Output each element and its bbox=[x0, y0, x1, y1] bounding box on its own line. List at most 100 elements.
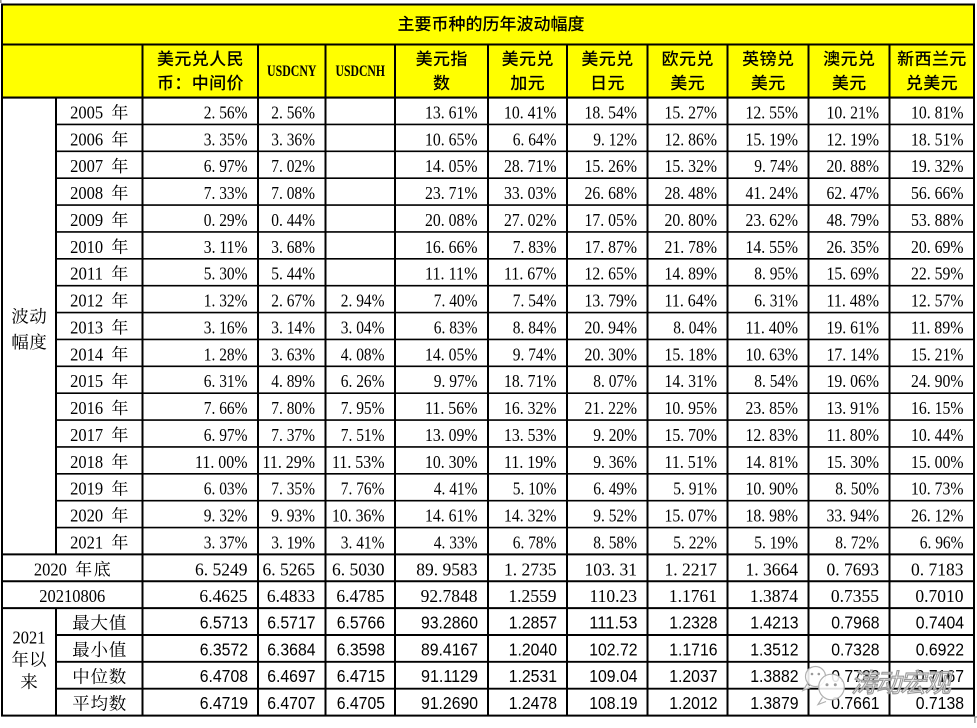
svg-text:11. 67%: 11. 67% bbox=[504, 264, 557, 284]
svg-text:2013: 2013 bbox=[70, 317, 103, 337]
svg-text:1.2328: 1.2328 bbox=[669, 612, 717, 632]
svg-text:0. 29%: 0. 29% bbox=[204, 210, 248, 230]
svg-text:9. 93%: 9. 93% bbox=[271, 506, 315, 526]
svg-text:13. 61%: 13. 61% bbox=[425, 102, 478, 122]
svg-text:56. 66%: 56. 66% bbox=[911, 183, 964, 203]
svg-text:3. 63%: 3. 63% bbox=[271, 344, 315, 364]
svg-text:2007: 2007 bbox=[70, 156, 103, 176]
svg-text:3. 68%: 3. 68% bbox=[271, 237, 315, 257]
svg-text:6.3572: 6.3572 bbox=[200, 639, 248, 659]
svg-text:6. 49%: 6. 49% bbox=[593, 479, 637, 499]
svg-text:10. 36%: 10. 36% bbox=[332, 506, 385, 526]
svg-text:7. 40%: 7. 40% bbox=[434, 291, 478, 311]
svg-text:16. 66%: 16. 66% bbox=[425, 237, 478, 257]
svg-text:16. 15%: 16. 15% bbox=[911, 398, 964, 418]
svg-text:3. 16%: 3. 16% bbox=[204, 317, 248, 337]
svg-text:0. 7693: 0. 7693 bbox=[827, 559, 880, 579]
svg-text:5. 44%: 5. 44% bbox=[271, 264, 315, 284]
svg-text:91.1129: 91.1129 bbox=[421, 666, 478, 686]
svg-text:2014: 2014 bbox=[70, 344, 103, 364]
svg-text:108.19: 108.19 bbox=[589, 693, 637, 713]
svg-text:5. 30%: 5. 30% bbox=[204, 264, 248, 284]
svg-text:10. 95%: 10. 95% bbox=[665, 398, 718, 418]
svg-text:1. 28%: 1. 28% bbox=[204, 344, 248, 364]
svg-text:0.7010: 0.7010 bbox=[915, 586, 963, 606]
svg-text:16. 32%: 16. 32% bbox=[504, 398, 557, 418]
svg-text:6. 78%: 6. 78% bbox=[513, 532, 557, 552]
svg-text:15. 07%: 15. 07% bbox=[665, 506, 718, 526]
svg-text:11. 19%: 11. 19% bbox=[504, 452, 557, 472]
svg-text:19. 32%: 19. 32% bbox=[911, 156, 964, 176]
svg-text:89.4167: 89.4167 bbox=[421, 639, 478, 659]
svg-text:2006: 2006 bbox=[70, 129, 103, 149]
svg-text:2. 56%: 2. 56% bbox=[204, 102, 248, 122]
svg-text:18. 98%: 18. 98% bbox=[746, 506, 799, 526]
svg-text:6.5766: 6.5766 bbox=[337, 612, 385, 632]
svg-text:15. 19%: 15. 19% bbox=[746, 129, 799, 149]
svg-text:2019: 2019 bbox=[70, 479, 103, 499]
svg-text:7. 80%: 7. 80% bbox=[271, 398, 315, 418]
svg-text:28. 48%: 28. 48% bbox=[665, 183, 718, 203]
svg-text:10. 41%: 10. 41% bbox=[504, 102, 557, 122]
svg-text:6. 83%: 6. 83% bbox=[434, 317, 478, 337]
svg-text:0.6922: 0.6922 bbox=[916, 639, 964, 659]
svg-text:6. 97%: 6. 97% bbox=[204, 425, 248, 445]
svg-text:5. 10%: 5. 10% bbox=[513, 479, 557, 499]
svg-text:6.3684: 6.3684 bbox=[267, 639, 315, 659]
svg-text:23. 62%: 23. 62% bbox=[746, 210, 799, 230]
svg-text:20. 30%: 20. 30% bbox=[585, 344, 638, 364]
svg-text:6.4833: 6.4833 bbox=[267, 586, 315, 606]
svg-text:6.4719: 6.4719 bbox=[200, 693, 248, 713]
svg-text:26. 35%: 26. 35% bbox=[827, 237, 880, 257]
svg-text:20. 80%: 20. 80% bbox=[665, 210, 718, 230]
svg-text:8. 50%: 8. 50% bbox=[835, 479, 879, 499]
svg-text:5. 22%: 5. 22% bbox=[673, 532, 717, 552]
svg-text:1.4213: 1.4213 bbox=[750, 612, 798, 632]
svg-text:10. 63%: 10. 63% bbox=[746, 344, 799, 364]
svg-text:1. 2735: 1. 2735 bbox=[504, 559, 557, 579]
svg-text:1.2478: 1.2478 bbox=[509, 693, 557, 713]
svg-text:6. 31%: 6. 31% bbox=[204, 371, 248, 391]
svg-text:4. 33%: 4. 33% bbox=[434, 532, 478, 552]
svg-text:11. 56%: 11. 56% bbox=[425, 398, 478, 418]
svg-text:2020: 2020 bbox=[70, 506, 103, 526]
svg-text:3. 19%: 3. 19% bbox=[271, 532, 315, 552]
svg-text:6. 5030: 6. 5030 bbox=[332, 559, 385, 579]
svg-text:2015: 2015 bbox=[70, 371, 103, 391]
svg-text:10. 81%: 10. 81% bbox=[911, 102, 964, 122]
svg-text:2010: 2010 bbox=[70, 237, 103, 257]
svg-text:1. 2217: 1. 2217 bbox=[665, 559, 718, 579]
svg-text:1.3512: 1.3512 bbox=[750, 639, 798, 659]
svg-text:89. 9583: 89. 9583 bbox=[416, 559, 478, 579]
svg-text:14. 81%: 14. 81% bbox=[746, 452, 799, 472]
svg-text:12. 83%: 12. 83% bbox=[746, 425, 799, 445]
svg-text:109.04: 109.04 bbox=[589, 666, 637, 686]
svg-text:11. 29%: 11. 29% bbox=[263, 452, 316, 472]
svg-text:6. 5249: 6. 5249 bbox=[195, 559, 248, 579]
svg-text:103. 31: 103. 31 bbox=[585, 559, 638, 579]
svg-text:12. 86%: 12. 86% bbox=[665, 129, 718, 149]
svg-text:10. 44%: 10. 44% bbox=[911, 425, 964, 445]
svg-text:15. 32%: 15. 32% bbox=[665, 156, 718, 176]
svg-text:14. 32%: 14. 32% bbox=[504, 506, 557, 526]
svg-text:2020: 2020 bbox=[34, 559, 67, 579]
svg-text:7. 33%: 7. 33% bbox=[204, 183, 248, 203]
svg-text:26. 12%: 26. 12% bbox=[911, 506, 964, 526]
svg-text:9. 12%: 9. 12% bbox=[593, 129, 637, 149]
svg-text:11. 53%: 11. 53% bbox=[332, 452, 385, 472]
svg-text:1.3874: 1.3874 bbox=[750, 586, 798, 606]
svg-text:1.2531: 1.2531 bbox=[509, 666, 557, 686]
svg-text:9. 20%: 9. 20% bbox=[593, 425, 637, 445]
svg-text:14. 61%: 14. 61% bbox=[425, 506, 478, 526]
svg-text:3. 41%: 3. 41% bbox=[341, 532, 385, 552]
svg-text:9. 52%: 9. 52% bbox=[593, 506, 637, 526]
svg-text:2021: 2021 bbox=[70, 532, 103, 552]
svg-text:0.7138: 0.7138 bbox=[916, 693, 964, 713]
svg-text:5. 19%: 5. 19% bbox=[754, 532, 798, 552]
svg-text:10. 90%: 10. 90% bbox=[746, 479, 799, 499]
svg-text:0. 7183: 0. 7183 bbox=[911, 559, 964, 579]
svg-text:17. 05%: 17. 05% bbox=[585, 210, 638, 230]
svg-text:15. 26%: 15. 26% bbox=[585, 156, 638, 176]
svg-text:2008: 2008 bbox=[70, 183, 103, 203]
svg-text:13. 09%: 13. 09% bbox=[425, 425, 478, 445]
